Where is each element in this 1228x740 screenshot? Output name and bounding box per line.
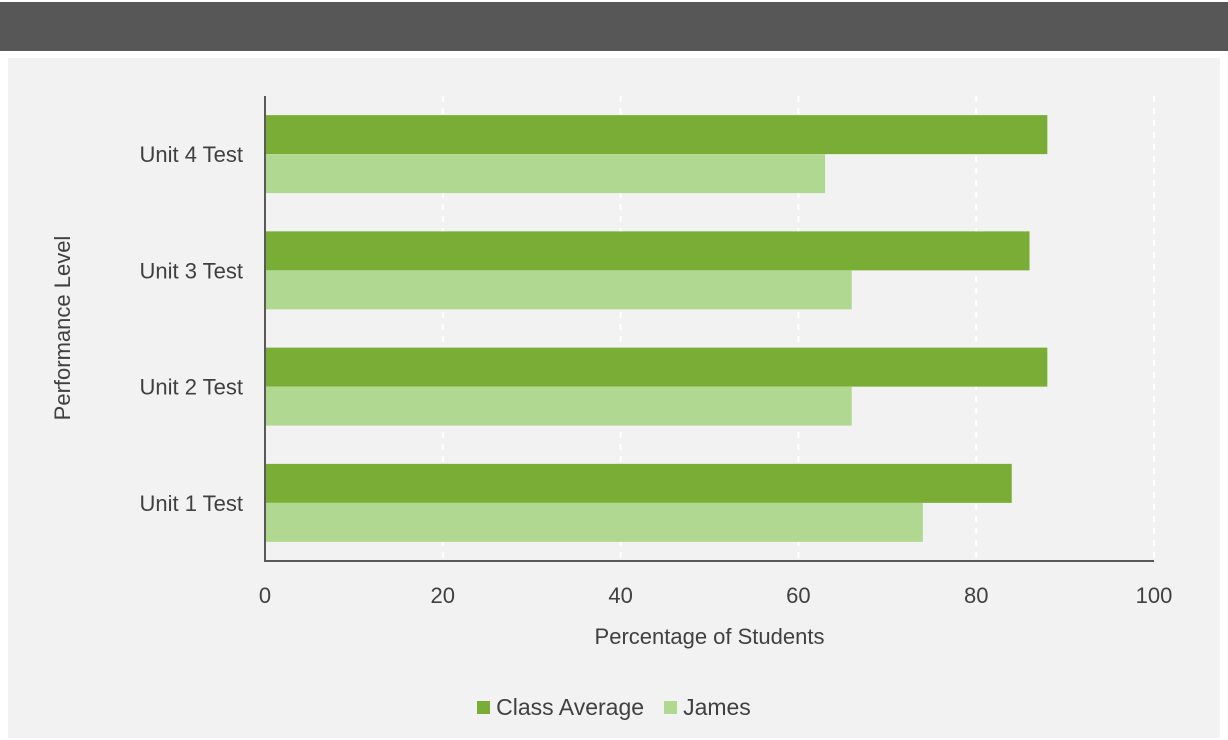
top-header-bar	[0, 2, 1228, 51]
y-tick-label-unit-3-test: Unit 3 Test	[139, 258, 243, 283]
legend-item-james[interactable]: James	[664, 694, 751, 721]
x-tick-label-40: 40	[608, 583, 632, 608]
y-tick-label-unit-2-test: Unit 2 Test	[139, 375, 243, 400]
bar-class-average-unit-1-test[interactable]	[265, 463, 1012, 503]
bar-james-unit-1-test[interactable]	[265, 502, 923, 542]
bar-chart: Unit 1 Test Unit 2 Test Unit 3 Test Unit 4 …	[50, 96, 1173, 649]
x-axis-title: Percentage of Students	[595, 624, 825, 649]
bar-class-average-unit-3-test[interactable]	[265, 231, 1030, 271]
bar-james-unit-2-test[interactable]	[265, 386, 852, 426]
y-tick-label-unit-4-test: Unit 4 Test	[139, 142, 243, 167]
chart-panel: Unit 1 Test Unit 2 Test Unit 3 Test Unit 4 …	[8, 58, 1220, 738]
x-tick-label-0: 0	[259, 583, 271, 608]
legend-item-class-average[interactable]: Class Average	[477, 694, 644, 721]
legend-label-class-average: Class Average	[496, 694, 645, 720]
bar-class-average-unit-4-test[interactable]	[265, 115, 1048, 155]
chart-legend: Class Average James	[8, 694, 1220, 721]
x-tick-label-20: 20	[431, 583, 455, 608]
legend-swatch-class-average	[477, 701, 491, 714]
x-tick-label-60: 60	[786, 583, 810, 608]
legend-swatch-james	[664, 701, 678, 714]
x-tick-label-100: 100	[1136, 583, 1173, 608]
y-tick-label-unit-1-test: Unit 1 Test	[139, 491, 243, 516]
legend-label-james: James	[683, 694, 751, 720]
y-axis-title: Performance Level	[50, 236, 75, 421]
bar-james-unit-3-test[interactable]	[265, 270, 852, 310]
bar-class-average-unit-2-test[interactable]	[265, 347, 1048, 387]
x-tick-label-80: 80	[964, 583, 988, 608]
bar-james-unit-4-test[interactable]	[265, 154, 826, 194]
